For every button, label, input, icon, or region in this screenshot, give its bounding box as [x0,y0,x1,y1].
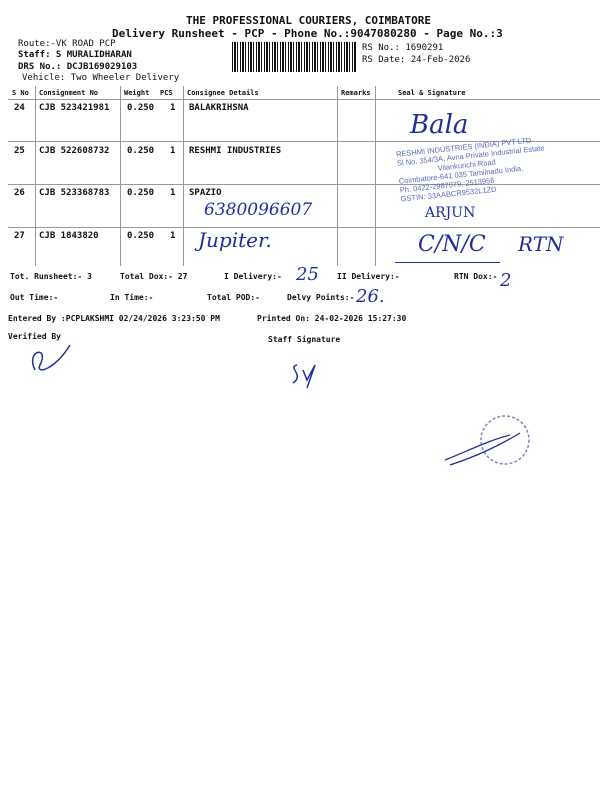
row-consignment: CJB 523368783 [39,188,110,198]
row-weight: 0.250 [127,231,155,241]
row-consignment: CJB 523421981 [39,103,110,113]
col-consignee: Consignee Details [187,89,259,97]
ii-delivery-label: II Delivery:- [337,272,400,281]
route: Route:-VK ROAD PCP [18,39,116,49]
rtn-dox-value: 2 [500,270,512,291]
row-pcs: 1 [170,103,176,113]
verifier-signature [32,344,71,371]
row-pcs: 1 [170,146,176,156]
col-divider [375,86,376,266]
col-divider [120,86,121,266]
row-consignment: CJB 522608732 [39,146,110,156]
company-title: THE PROFESSIONAL COURIERS, COIMBATORE [186,14,432,27]
row-consignee: RESHMI INDUSTRIES [189,146,282,156]
round-seal [444,415,530,466]
i-delivery-value: 25 [296,264,319,285]
handwritten-remark: C/N/C [418,232,486,257]
col-divider [183,86,184,266]
delvy-points-label: Delvy Points:- [287,293,355,302]
col-divider [35,86,36,266]
col-weight: Weight [124,89,150,97]
col-seal-signature: Seal & Signature [398,89,466,97]
row-sno: 27 [14,231,25,241]
runsheet-subtitle: Delivery Runsheet - PCP - Phone No.:9047… [112,27,503,40]
pen-stroke [395,262,500,263]
col-remarks: Remarks [341,89,371,97]
row-weight: 0.250 [127,188,155,198]
header-rule [8,99,600,100]
row-weight: 0.250 [127,146,155,156]
row-consignee: BALAKRIHSNA [189,103,249,113]
tot-runsheet: Tot. Runsheet:- 3 [10,272,92,281]
handwritten-phone: 6380096607 [204,200,313,220]
row-pcs: 1 [170,231,176,241]
row-consignee: SPAZIO [189,188,222,198]
drs-no: DRS No.: DCJB169029103 [18,62,138,72]
col-divider [337,86,338,266]
rs-no: RS No.: 1690291 [362,43,444,53]
handwritten-consignee: Jupiter. [198,228,272,252]
in-time: In Time:- [110,293,154,302]
verified-by: Verified By [8,332,61,341]
col-pcs: PCS [160,89,173,97]
total-dox: Total Dox:- 27 [120,272,188,281]
company-stamp: RESHMI INDUSTRIES (INDIA) PVT LTD Sl No. … [395,135,545,204]
rs-date: RS Date: 24-Feb-2026 [362,55,471,65]
row-consignment: CJB 1843820 [39,231,99,241]
barcode [232,42,356,72]
out-time: Out Time:- [10,293,59,302]
total-pod: Total POD:- [207,293,260,302]
col-sno: S No [12,89,29,97]
col-consignment: Consignment No [39,89,99,97]
vehicle: Vehicle: Two Wheeler Delivery [22,73,180,83]
delvy-points-value: 26. [356,286,385,307]
row-pcs: 1 [170,188,176,198]
rtn-dox-label: RTN Dox:- [454,272,498,281]
signature-row24: Bala [410,110,469,140]
row-sno: 24 [14,103,25,113]
row-divider [8,141,600,142]
staff-signature [292,364,316,389]
row-sno: 25 [14,146,25,156]
handwritten-rtn: RTN [518,232,564,256]
row-divider [8,227,600,228]
row-divider [8,184,600,185]
staff: Staff: S MURALIDHARAN [18,50,132,60]
i-delivery-label: I Delivery:- [224,272,282,281]
row-weight: 0.250 [127,103,155,113]
entered-by: Entered By :PCPLAKSHMI 02/24/2026 3:23:5… [8,314,220,323]
row-sno: 26 [14,188,25,198]
handwritten-receiver-name: ARJUN [425,205,476,221]
printed-on: Printed On: 24-02-2026 15:27:30 [257,314,407,323]
staff-signature-label: Staff Signature [268,335,341,344]
